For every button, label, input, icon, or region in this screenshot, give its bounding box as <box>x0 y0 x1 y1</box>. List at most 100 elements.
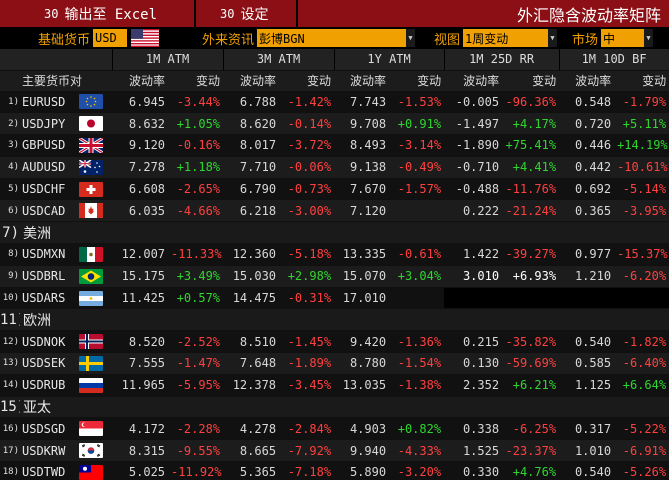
vol-cell[interactable]: 17.010 <box>334 287 390 310</box>
change-cell[interactable]: -1.47% <box>168 352 224 375</box>
change-cell[interactable]: -7.92% <box>279 439 335 463</box>
table-row[interactable]: 3) GBPUSD 9.120 -0.16% 8.017 -3.72% 8.493 -3.14… <box>0 134 669 157</box>
vol-cell[interactable]: 6.608 <box>112 178 169 201</box>
change-cell[interactable]: -15.37% <box>614 243 669 266</box>
change-cell[interactable]: +75.41% <box>502 134 560 157</box>
chevron-down-icon[interactable]: ▼ <box>406 29 415 47</box>
view-dropdown[interactable]: 1周变动 ▼ <box>463 29 557 47</box>
vol-cell[interactable]: 5.890 <box>334 461 390 480</box>
change-cell[interactable]: -5.22% <box>614 417 669 441</box>
vol-cell[interactable]: 8.632 <box>112 112 169 136</box>
change-cell[interactable]: -0.06% <box>279 156 335 179</box>
change-cell[interactable]: -6.91% <box>614 439 669 463</box>
change-cell[interactable]: +6.93% <box>502 265 560 288</box>
vol-cell[interactable]: 6.788 <box>223 91 280 114</box>
currency-pair[interactable]: AUDUSD <box>20 156 76 179</box>
table-row[interactable]: 10) USDARS 11.425 +0.57% 14.475 -0.31% 17.010 <box>0 287 669 310</box>
vol-cell[interactable]: 12.378 <box>223 374 280 397</box>
change-cell[interactable]: -5.26% <box>614 461 669 480</box>
table-row[interactable]: 14) USDRUB 11.965 -5.95% 12.378 -3.45% 13.035-… <box>0 374 669 397</box>
vol-cell[interactable]: 0.330 <box>444 461 503 480</box>
currency-pair[interactable]: USDRUB <box>20 374 76 397</box>
change-cell[interactable]: -1.45% <box>279 330 335 354</box>
change-cell[interactable]: -7.18% <box>279 461 335 480</box>
change-cell[interactable]: -21.24% <box>502 199 560 223</box>
vol-cell[interactable]: 4.278 <box>223 417 280 441</box>
change-cell[interactable]: +4.76% <box>502 461 560 480</box>
change-cell[interactable]: -1.38% <box>389 374 445 397</box>
change-cell[interactable] <box>389 287 445 310</box>
vol-cell[interactable]: 0.692 <box>559 178 615 201</box>
table-row[interactable]: 1) EURUSD 6.945 -3.44% 6.788 -1.42% 7.743 -1.53… <box>0 91 669 114</box>
change-cell[interactable]: -3.44% <box>168 91 224 114</box>
change-cell[interactable] <box>389 199 445 223</box>
chevron-down-icon[interactable]: ▼ <box>548 29 557 47</box>
vol-cell[interactable]: 0.317 <box>559 417 615 441</box>
table-row[interactable]: 6) USDCAD 6.035 -4.66% 6.218 -3.00% 7.120 0.222… <box>0 199 669 223</box>
vol-cell[interactable]: 7.120 <box>334 199 390 223</box>
settings-button[interactable]: 30 设定 <box>196 0 296 27</box>
vol-cell[interactable]: 0.442 <box>559 156 615 179</box>
vol-cell[interactable]: 12.360 <box>223 243 280 266</box>
change-cell[interactable]: -2.65% <box>168 178 224 201</box>
change-cell[interactable]: -5.14% <box>614 178 669 201</box>
change-cell[interactable]: -6.20% <box>614 265 669 288</box>
change-cell[interactable]: -1.42% <box>279 91 335 114</box>
vol-cell[interactable]: 8.493 <box>334 134 390 157</box>
vol-cell[interactable]: 0.548 <box>559 91 615 114</box>
vol-cell[interactable]: 2.352 <box>444 374 503 397</box>
table-row[interactable]: 8) USDMXN 12.007 -11.33% 12.360 -5.18% 13.335-… <box>0 243 669 266</box>
change-cell[interactable]: -5.18% <box>279 243 335 266</box>
change-cell[interactable]: -1.89% <box>279 352 335 375</box>
vol-cell[interactable]: 7.555 <box>112 352 169 375</box>
vol-cell[interactable]: 7.648 <box>223 352 280 375</box>
vol-cell[interactable]: 5.025 <box>112 461 169 480</box>
region-header-row[interactable]: 7) 美洲 <box>0 221 669 245</box>
vol-cell[interactable]: 9.420 <box>334 330 390 354</box>
vol-cell[interactable]: 8.780 <box>334 352 390 375</box>
vol-cell[interactable]: 9.120 <box>112 134 169 157</box>
change-cell[interactable]: -59.69% <box>502 352 560 375</box>
table-row[interactable]: 5) USDCHF 6.608 -2.65% 6.790 -0.73% 7.670 -1.57… <box>0 178 669 201</box>
change-cell[interactable]: -2.52% <box>168 330 224 354</box>
vol-cell[interactable]: -1.890 <box>444 134 503 157</box>
change-cell[interactable]: -1.57% <box>389 178 445 201</box>
change-cell[interactable]: -0.14% <box>279 112 335 136</box>
market-dropdown[interactable]: 中 ▼ <box>601 29 653 47</box>
table-row[interactable]: 17) USDKRW 8.315 -9.55% 8.665 -7.92% 9.940 -4.3… <box>0 439 669 463</box>
change-cell[interactable]: -0.61% <box>389 243 445 266</box>
currency-pair[interactable]: EURUSD <box>20 91 76 114</box>
vol-cell[interactable]: 0.720 <box>559 112 615 136</box>
change-cell[interactable]: -0.49% <box>389 156 445 179</box>
change-cell[interactable]: -4.33% <box>389 439 445 463</box>
change-cell[interactable]: -3.95% <box>614 199 669 223</box>
change-cell[interactable]: -6.40% <box>614 352 669 375</box>
region-header-row[interactable]: 11)欧洲 <box>0 308 669 332</box>
vol-cell[interactable]: 0.130 <box>444 352 503 375</box>
vol-cell[interactable]: 8.665 <box>223 439 280 463</box>
table-row[interactable]: 12) USDNOK 8.520 -2.52% 8.510 -1.45% 9.420 -1.3… <box>0 330 669 354</box>
change-cell[interactable]: -3.20% <box>389 461 445 480</box>
change-cell[interactable]: -3.45% <box>279 374 335 397</box>
vol-cell[interactable]: 6.790 <box>223 178 280 201</box>
change-cell[interactable]: -4.66% <box>168 199 224 223</box>
currency-pair[interactable]: USDCHF <box>20 178 76 201</box>
table-row[interactable]: 4) AUDUSD 7.278 +1.18% 7.710 -0.06% 9.138 -0.49… <box>0 156 669 179</box>
table-row[interactable]: 2) USDJPY 8.632 +1.05% 8.620 -0.14% 9.708 +0.91… <box>0 112 669 136</box>
vol-cell[interactable]: 0.446 <box>559 134 615 157</box>
vol-cell[interactable]: 5.365 <box>223 461 280 480</box>
vol-cell[interactable]: 4.172 <box>112 417 169 441</box>
vol-cell[interactable]: 4.903 <box>334 417 390 441</box>
change-cell[interactable]: -39.27% <box>502 243 560 266</box>
change-cell[interactable]: +1.18% <box>168 156 224 179</box>
table-row[interactable]: 9) USDBRL 15.175 +3.49% 15.030 +2.98% 15.070 +3… <box>0 265 669 288</box>
vol-cell[interactable]: -1.497 <box>444 112 503 136</box>
vol-cell[interactable]: 8.620 <box>223 112 280 136</box>
vol-cell[interactable]: 7.278 <box>112 156 169 179</box>
chevron-down-icon[interactable]: ▼ <box>644 29 653 47</box>
vol-cell[interactable]: -0.005 <box>444 91 503 114</box>
vol-cell[interactable] <box>444 287 503 310</box>
vol-cell[interactable]: 15.175 <box>112 265 169 288</box>
change-cell[interactable]: +4.17% <box>502 112 560 136</box>
change-cell[interactable]: -0.16% <box>168 134 224 157</box>
